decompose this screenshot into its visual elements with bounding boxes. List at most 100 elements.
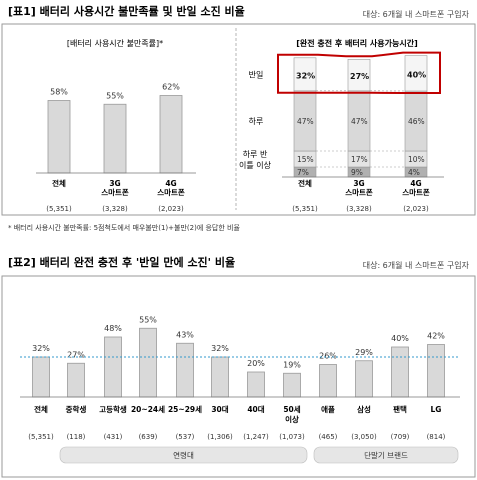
- left-bar: [103, 103, 127, 174]
- figure1-title: [표1] 배터리 사용시간 불만족률 및 반일 소진 비율: [8, 4, 245, 18]
- left-category-label-line: 3G: [109, 179, 120, 188]
- left-sample-size: (5,351): [46, 205, 72, 213]
- right-sample-size: (5,351): [292, 205, 318, 213]
- left-category-label: 3G 스마트폰: [101, 179, 129, 197]
- bottom-category-label: 40대: [247, 404, 264, 414]
- bottom-category-label-line: 중학생: [66, 404, 87, 414]
- bottom-sample-size: (537): [176, 433, 195, 441]
- right-category-label-line: 스마트폰: [345, 187, 373, 197]
- bottom-bar: [176, 342, 194, 398]
- segment-value-label-highlight: 40%: [407, 70, 426, 79]
- bottom-bar-value-label: 19%: [283, 360, 301, 369]
- bottom-category-label: 중학생: [66, 404, 87, 414]
- left-bar: [47, 100, 71, 174]
- left-panel-header: [배터리 사용시간 불만족률]*: [67, 38, 163, 48]
- right-category-label-line: 스마트폰: [402, 187, 430, 197]
- right-category-label-line: 4G: [410, 179, 421, 188]
- segment-value-label: 15%: [297, 155, 314, 164]
- segment-value-label: 47%: [351, 117, 368, 126]
- bottom-sample-size: (465): [319, 433, 338, 441]
- segment-value-label: 9%: [351, 168, 363, 177]
- right-category-label: 4G 스마트폰: [402, 179, 430, 197]
- right-category-label: 3G 스마트폰: [345, 179, 373, 197]
- bottom-sample-size: (814): [427, 433, 446, 441]
- bottom-sample-size: (709): [391, 433, 410, 441]
- bottom-bar-value-label: 43%: [176, 330, 194, 339]
- bottom-category-label: 애플: [321, 404, 335, 414]
- stacked-segment: [293, 57, 317, 92]
- left-category-label: 4G 스마트폰: [157, 179, 185, 197]
- group-pill: [59, 446, 308, 464]
- bottom-sample-size: (431): [104, 433, 123, 441]
- bottom-category-label: LG: [431, 405, 442, 414]
- row-label: 이틀 이상: [239, 160, 272, 170]
- bottom-category-label-line: 고등학생: [99, 404, 127, 414]
- segment-value-label-highlight: 32%: [296, 71, 315, 80]
- bottom-bar-value-label: 27%: [67, 350, 85, 359]
- bottom-bar-value-label: 48%: [104, 324, 122, 333]
- left-sample-size: (2,023): [158, 205, 184, 213]
- figure2-title: [표2] 배터리 완전 충전 후 '반일 만에 소진' 비율: [8, 255, 235, 269]
- bottom-category-label-line: 20~24세: [131, 404, 165, 414]
- bottom-bar: [32, 356, 50, 398]
- row-label: 하루: [249, 116, 264, 126]
- bottom-category-label-line: 30대: [211, 404, 228, 414]
- left-category-label-line: 전체: [52, 178, 66, 188]
- bottom-sample-size: (1,247): [243, 433, 269, 441]
- bottom-bar: [355, 360, 373, 398]
- bottom-bar: [427, 344, 445, 398]
- segment-value-label: 10%: [408, 155, 425, 164]
- figure2-frame: [1, 275, 476, 478]
- bottom-category-label-line: 이상: [285, 414, 299, 424]
- left-bar-chart: 58%전체(5,351)55%3G 스마트폰(3,328)62%4G 스마트폰(2,…: [36, 83, 196, 213]
- bottom-category-label: 20~24세: [131, 404, 165, 414]
- bottom-bar-value-label: 20%: [247, 359, 265, 368]
- bottom-bar-chart: 32% 전체 (5,351) 27% 중학생 (118) 48% 고등학생 (431) 55% 20…: [20, 315, 460, 464]
- segment-value-label: 46%: [408, 117, 425, 126]
- bottom-sample-size: (3,050): [351, 433, 377, 441]
- figure1-footnote: * 배터리 사용시간 불만족률: 5점척도에서 매우불만(1)+불만(2)에 응…: [8, 223, 240, 232]
- bottom-sample-size: (639): [139, 433, 158, 441]
- figure1-frame: [1, 23, 476, 216]
- left-bar: [159, 95, 183, 174]
- right-category-label: 전체: [298, 178, 312, 188]
- bottom-bar-value-label: 40%: [391, 334, 409, 343]
- left-bar-value-label: 55%: [106, 91, 124, 100]
- bottom-category-label-line: 전체: [34, 404, 48, 414]
- figure2-subtitle: 대상: 6개월 내 스마트폰 구입자: [363, 260, 470, 270]
- bottom-category-label-line: 삼성: [357, 404, 371, 414]
- bottom-bar-value-label: 29%: [355, 348, 373, 357]
- row-label: 반일: [249, 70, 264, 79]
- bottom-category-label: 삼성: [357, 404, 371, 414]
- figure1-subtitle: 대상: 6개월 내 스마트폰 구입자: [363, 9, 470, 19]
- bottom-sample-size: (118): [67, 433, 86, 441]
- left-bar-value-label: 58%: [50, 88, 68, 97]
- bottom-category-label: 25~29세: [168, 404, 202, 414]
- segment-value-label: 47%: [297, 117, 314, 126]
- bottom-category-label: 50세 이상: [283, 404, 300, 424]
- bottom-sample-size: (1,073): [279, 433, 305, 441]
- right-category-label-line: 전체: [298, 178, 312, 188]
- group-label: 단말기 브랜드: [364, 450, 408, 460]
- bottom-bar-value-label: 32%: [211, 344, 229, 353]
- bottom-category-label: 30대: [211, 404, 228, 414]
- bottom-category-label-line: 50세: [283, 404, 300, 414]
- bottom-sample-size: (5,351): [28, 433, 54, 441]
- bottom-category-label-line: 팬택: [393, 404, 407, 414]
- bottom-category-label-line: 25~29세: [168, 404, 202, 414]
- bottom-bar: [67, 362, 85, 398]
- segment-value-label-highlight: 27%: [350, 72, 369, 81]
- bottom-bar-value-label: 42%: [427, 332, 445, 341]
- right-sample-size: (2,023): [403, 205, 429, 213]
- right-panel-header: [완전 충전 후 배터리 사용가능시간]: [296, 38, 418, 48]
- right-category-label-line: 3G: [353, 179, 364, 188]
- bottom-bar-value-label: 32%: [32, 344, 50, 353]
- group-label: 연령대: [173, 451, 194, 460]
- highlight-outline: [277, 51, 441, 94]
- bottom-bar: [104, 336, 122, 398]
- bottom-sample-size: (1,306): [207, 433, 233, 441]
- left-category-label-line: 스마트폰: [157, 187, 185, 197]
- bottom-bar-value-label: 26%: [319, 352, 337, 361]
- bottom-bar: [283, 372, 301, 398]
